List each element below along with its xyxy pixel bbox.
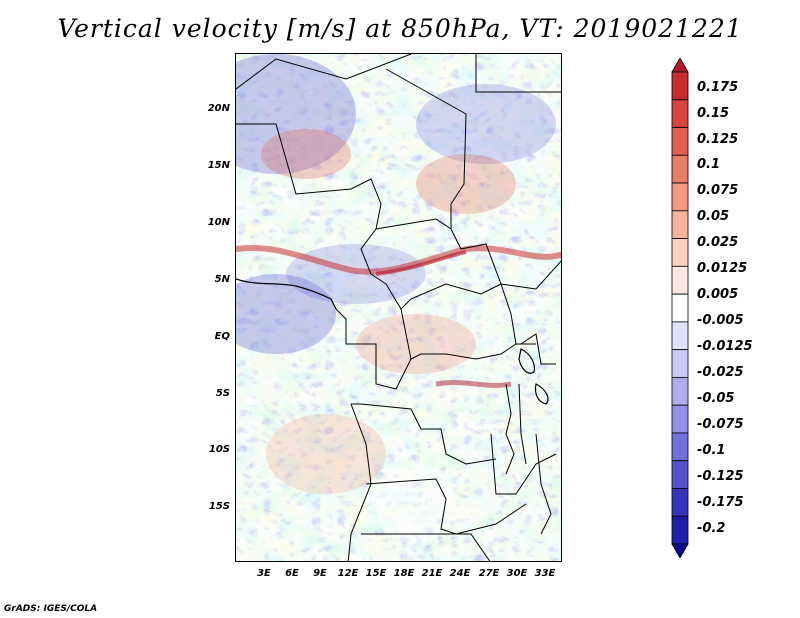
colorbar-segment bbox=[671, 349, 689, 378]
chart-title: Vertical velocity [m/s] at 850hPa, VT: 2… bbox=[57, 14, 743, 43]
lat-tick-20n: 20N bbox=[207, 103, 230, 114]
lon-tick-3e: 3E bbox=[257, 568, 271, 579]
colorbar-segment bbox=[671, 265, 689, 295]
colorbar-label: -0.005 bbox=[697, 313, 744, 328]
colorbar-segment bbox=[671, 210, 689, 239]
colorbar-label: 0.05 bbox=[697, 209, 730, 224]
colorbar-segment bbox=[671, 182, 689, 212]
lat-tick-10n: 10N bbox=[207, 217, 230, 228]
colorbar-label: 0.15 bbox=[697, 106, 730, 121]
lon-tick-18e: 18E bbox=[393, 568, 415, 579]
colorbar-segment bbox=[671, 432, 689, 462]
colorbar-label: -0.05 bbox=[697, 391, 735, 406]
lon-tick-6e: 6E bbox=[285, 568, 299, 579]
colorbar-label: -0.175 bbox=[697, 495, 744, 510]
colorbar-segment bbox=[671, 404, 689, 434]
lat-tick-5s: 5S bbox=[215, 388, 230, 399]
colorbar-segment bbox=[671, 321, 689, 351]
colorbar-label: 0.125 bbox=[697, 132, 739, 147]
colorbar-segment bbox=[671, 488, 689, 517]
colorbar-segment bbox=[671, 99, 689, 128]
colorbar-segment bbox=[671, 71, 689, 101]
lon-tick-12e: 12E bbox=[337, 568, 359, 579]
colorbar-label: -0.1 bbox=[697, 443, 726, 458]
lat-tick-10s: 10S bbox=[208, 444, 230, 455]
map-panel bbox=[235, 53, 562, 562]
colorbar-segment bbox=[671, 238, 689, 267]
colorbar bbox=[671, 58, 689, 558]
lon-tick-33e: 33E bbox=[534, 568, 556, 579]
colorbar-label: 0.075 bbox=[697, 183, 739, 198]
colorbar-label: -0.2 bbox=[697, 521, 726, 536]
lat-tick-5n: 5N bbox=[214, 274, 230, 285]
country-borders bbox=[236, 54, 561, 561]
lon-tick-30e: 30E bbox=[506, 568, 528, 579]
colorbar-label: -0.125 bbox=[697, 469, 744, 484]
lon-tick-21e: 21E bbox=[421, 568, 443, 579]
colorbar-segment bbox=[671, 154, 689, 184]
lat-tick-15n: 15N bbox=[207, 160, 230, 171]
lon-tick-24e: 24E bbox=[449, 568, 471, 579]
colorbar-label: -0.0125 bbox=[697, 339, 753, 354]
colorbar-label: -0.075 bbox=[697, 417, 744, 432]
software-credit: GrADS: IGES/COLA bbox=[4, 604, 98, 614]
velocity-field bbox=[236, 54, 561, 561]
colorbar-label: 0.025 bbox=[697, 235, 739, 250]
lon-tick-15e: 15E bbox=[365, 568, 387, 579]
colorbar-segment bbox=[671, 515, 689, 545]
colorbar-segment bbox=[671, 293, 689, 323]
colorbar-segment bbox=[671, 460, 689, 489]
lon-tick-9e: 9E bbox=[313, 568, 327, 579]
colorbar-label: 0.175 bbox=[697, 80, 739, 95]
lat-tick-15s: 15S bbox=[208, 501, 230, 512]
colorbar-segment bbox=[671, 543, 689, 558]
colorbar-segment bbox=[671, 127, 689, 156]
colorbar-label: 0.0125 bbox=[697, 261, 748, 276]
colorbar-label: 0.1 bbox=[697, 157, 721, 172]
colorbar-segment bbox=[671, 58, 689, 73]
colorbar-segment bbox=[671, 377, 689, 406]
colorbar-label: -0.025 bbox=[697, 365, 744, 380]
lat-tick-eq: EQ bbox=[214, 331, 230, 342]
colorbar-label: 0.005 bbox=[697, 287, 739, 302]
lon-tick-27e: 27E bbox=[478, 568, 500, 579]
